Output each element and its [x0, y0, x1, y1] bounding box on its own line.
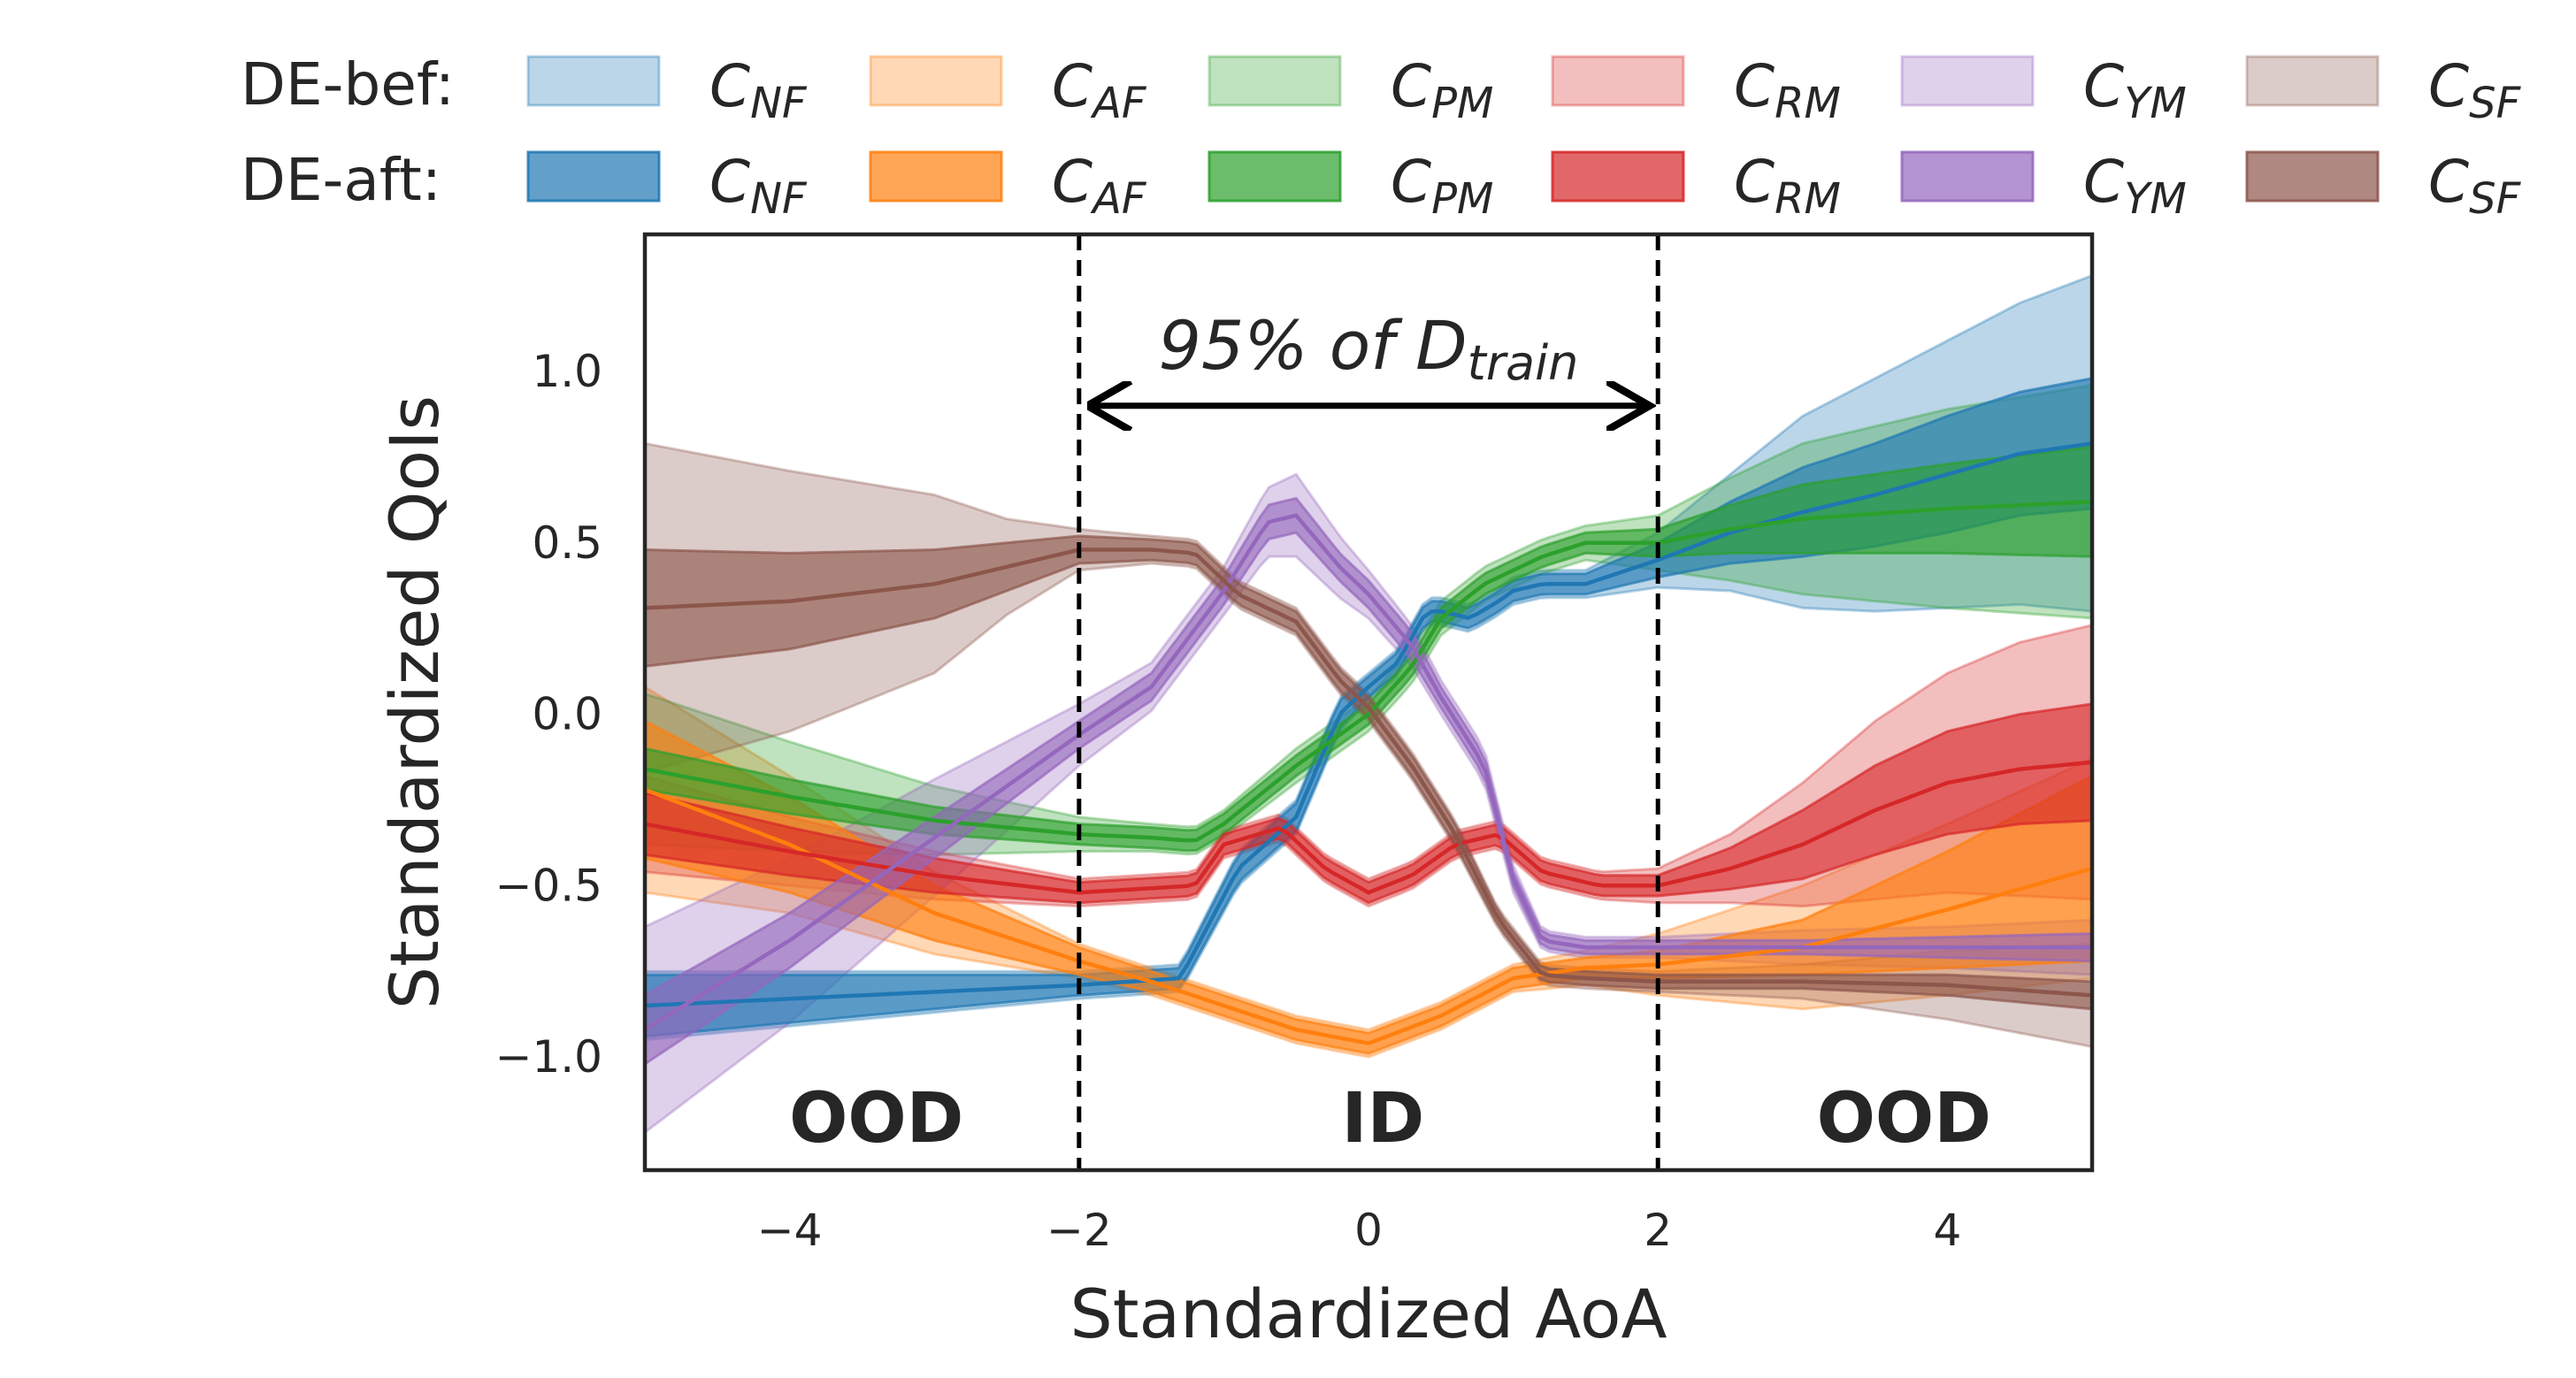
region-label-1: OOD	[789, 1079, 963, 1159]
band-after-c-sf	[645, 534, 2092, 1011]
x-tick-label: 2	[1644, 1205, 1672, 1256]
legend-swatch-dark-c-rm	[1551, 150, 1685, 203]
legend: DE-bef: DE-aft: CNF CNF CAF CAF CPM CPM CRM CRM…	[241, 50, 2522, 224]
legend-label-light-c-pm: CPM	[1391, 52, 1493, 128]
y-tick-label: 0.5	[532, 517, 602, 569]
legend-row-label-aft: DE-aft:	[241, 146, 441, 214]
legend-label-dark-c-af: CAF	[1052, 148, 1147, 224]
after-bands	[645, 377, 2092, 1066]
boundary-lines	[1077, 234, 1660, 1170]
x-tick-label: 4	[1933, 1205, 1961, 1256]
legend-swatch-light-c-nf	[526, 55, 661, 107]
line-c-ym	[645, 513, 2092, 1032]
y-tick-label: −0.5	[495, 860, 602, 911]
annotation: 95% of Dtrain	[1093, 306, 1644, 406]
legend-label-dark-c-sf: CSF	[2428, 148, 2522, 224]
band-before-c-sf	[645, 441, 2092, 1049]
band-before-c-rm	[645, 624, 2092, 908]
series-lines	[645, 441, 2092, 1045]
legend-label-dark-c-rm: CRM	[1734, 148, 1841, 224]
legend-swatch-light-c-pm	[1208, 55, 1342, 107]
legend-swatch-dark-c-nf	[526, 150, 661, 203]
x-axis-label: Standardized AoA	[1070, 1275, 1667, 1353]
region-label-2: ID	[1341, 1079, 1424, 1159]
line-c-nf	[645, 441, 2092, 1008]
legend-label-dark-c-pm: CPM	[1391, 148, 1493, 224]
legend-swatch-dark-c-pm	[1208, 150, 1342, 203]
legend-label-light-c-nf: CNF	[709, 52, 808, 128]
region-labels: OOD ID OOD	[789, 1079, 1991, 1159]
legend-label-light-c-ym: CYM	[2083, 52, 2187, 128]
band-after-c-rm	[645, 702, 2092, 905]
line-c-af	[645, 787, 2092, 1045]
legend-swatch-dark-c-sf	[2245, 150, 2380, 203]
x-tick-label: −4	[757, 1205, 823, 1256]
band-after-c-af	[645, 719, 2092, 1055]
legend-label-light-c-af: CAF	[1052, 52, 1147, 128]
legend-swatch-light-c-af	[869, 55, 1003, 107]
annotation-text: 95% of Dtrain	[1159, 306, 1579, 391]
x-tick-label: 0	[1354, 1205, 1383, 1256]
legend-label-light-c-rm: CRM	[1734, 52, 1841, 128]
y-tick-label: 1.0	[532, 346, 602, 397]
plot-frame	[642, 232, 2095, 1173]
y-tick-label: 0.0	[532, 689, 602, 740]
band-after-c-pm	[645, 445, 2092, 853]
legend-label-light-c-sf: CSF	[2428, 52, 2522, 128]
x-tick-label: −2	[1046, 1205, 1112, 1256]
legend-swatch-light-c-ym	[1900, 55, 2035, 107]
legend-label-dark-c-nf: CNF	[709, 148, 808, 224]
legend-row-label-bef: DE-bef:	[241, 50, 455, 119]
legend-label-dark-c-ym: CYM	[2083, 148, 2187, 224]
y-tick-labels: −1.0 −0.5 0.0 0.5 1.0	[495, 346, 602, 1083]
x-tick-labels: −4 −2 0 2 4	[757, 1205, 1962, 1256]
band-after-c-ym	[645, 496, 2092, 1066]
legend-swatch-dark-c-ym	[1900, 150, 2035, 203]
line-c-sf	[645, 547, 2092, 998]
region-label-3: OOD	[1817, 1079, 1991, 1159]
line-c-rm	[645, 760, 2092, 895]
y-axis-label: Standardized QoIs	[375, 395, 454, 1009]
legend-swatch-light-c-sf	[2245, 55, 2380, 107]
legend-swatch-dark-c-af	[869, 150, 1003, 203]
legend-swatch-light-c-rm	[1551, 55, 1685, 107]
line-c-pm	[645, 500, 2092, 843]
y-tick-label: −1.0	[495, 1031, 602, 1083]
